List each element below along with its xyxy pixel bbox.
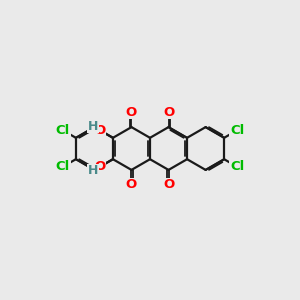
Text: O: O [126,178,137,191]
Text: O: O [94,160,106,173]
Text: Cl: Cl [56,124,70,137]
Text: Cl: Cl [230,160,244,173]
Text: H: H [88,120,98,133]
Text: Cl: Cl [230,124,244,137]
Text: O: O [126,106,137,119]
Text: H: H [88,164,98,177]
Text: O: O [163,178,174,191]
Text: Cl: Cl [56,160,70,173]
Text: O: O [163,106,174,119]
Text: O: O [94,124,106,137]
